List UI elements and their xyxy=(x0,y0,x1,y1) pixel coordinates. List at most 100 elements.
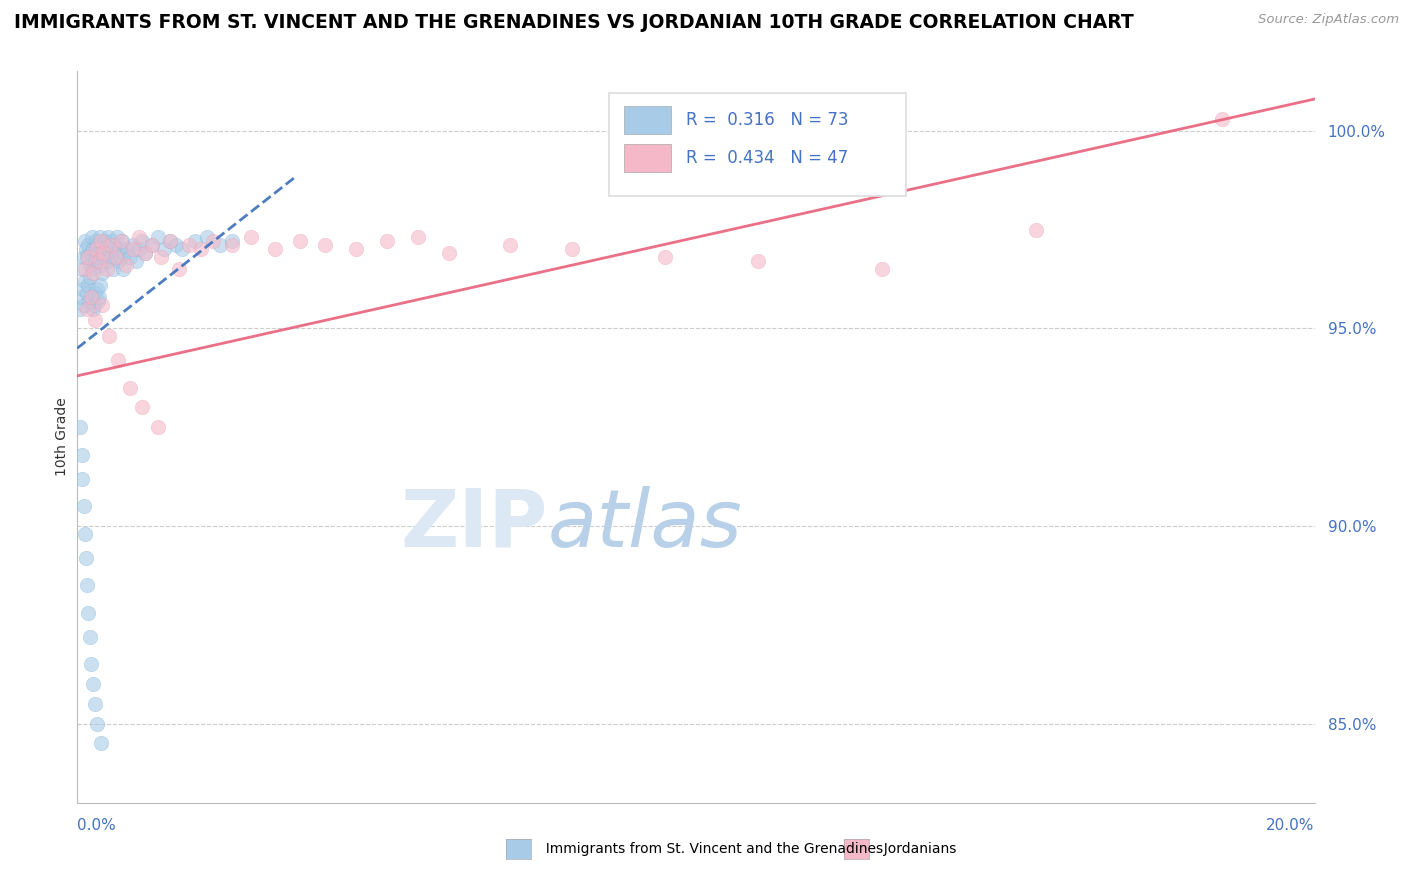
Point xyxy=(208,238,231,252)
Point xyxy=(104,246,127,260)
Point xyxy=(499,238,522,252)
Point xyxy=(314,238,336,252)
Point xyxy=(84,235,107,249)
Text: Immigrants from St. Vincent and the Grenadines: Immigrants from St. Vincent and the Gren… xyxy=(537,842,883,856)
Point xyxy=(107,353,129,368)
Y-axis label: 10th Grade: 10th Grade xyxy=(55,398,69,476)
Point xyxy=(177,238,200,252)
Point xyxy=(80,657,103,672)
Point xyxy=(82,230,104,244)
Point xyxy=(80,246,103,260)
Point xyxy=(141,238,163,252)
Point xyxy=(375,235,398,249)
FancyBboxPatch shape xyxy=(624,106,671,134)
Point xyxy=(86,238,108,252)
FancyBboxPatch shape xyxy=(624,145,671,172)
Point xyxy=(69,420,91,434)
Point xyxy=(1025,222,1047,236)
Point xyxy=(94,246,117,260)
Point xyxy=(72,250,94,264)
Point xyxy=(169,262,191,277)
Point xyxy=(112,246,135,260)
Point xyxy=(221,235,243,249)
Point xyxy=(221,238,243,252)
Point xyxy=(107,254,129,268)
Point xyxy=(91,266,114,280)
Point xyxy=(93,235,115,249)
Point xyxy=(172,242,194,256)
Point xyxy=(77,293,100,308)
Point xyxy=(70,290,93,304)
Point xyxy=(91,298,114,312)
Point xyxy=(118,250,141,264)
Point xyxy=(202,235,225,249)
Point xyxy=(72,500,94,514)
Point xyxy=(97,254,120,268)
Point xyxy=(79,258,101,272)
Point xyxy=(73,235,96,249)
Point xyxy=(87,254,110,268)
Point xyxy=(80,290,103,304)
Point xyxy=(561,242,583,256)
Point xyxy=(103,262,125,277)
Text: R =  0.434   N = 47: R = 0.434 N = 47 xyxy=(686,149,848,167)
Point xyxy=(190,242,212,256)
Point xyxy=(128,242,150,256)
Point xyxy=(83,313,105,327)
Point xyxy=(141,238,163,252)
Point xyxy=(437,246,460,260)
Point xyxy=(91,250,114,264)
Point xyxy=(80,290,103,304)
Point xyxy=(153,242,176,256)
Point xyxy=(128,230,150,244)
Point xyxy=(111,235,134,249)
Point xyxy=(101,235,124,249)
Point xyxy=(76,301,98,316)
Point xyxy=(87,246,110,260)
Point xyxy=(83,298,105,312)
Point xyxy=(90,258,112,272)
Point xyxy=(77,250,100,264)
Point xyxy=(131,401,153,415)
Point xyxy=(125,254,148,268)
Point xyxy=(79,269,101,284)
Point xyxy=(105,230,128,244)
Point xyxy=(76,578,98,592)
Point xyxy=(82,262,104,277)
Point xyxy=(72,262,94,277)
Point xyxy=(165,238,187,252)
Point xyxy=(159,235,181,249)
Point xyxy=(115,242,138,256)
Point xyxy=(75,242,97,256)
Point xyxy=(112,262,135,277)
Point xyxy=(79,630,101,644)
Point xyxy=(83,697,105,711)
Text: atlas: atlas xyxy=(547,486,742,564)
Text: 20.0%: 20.0% xyxy=(1267,818,1315,832)
Point xyxy=(110,250,132,264)
Point xyxy=(73,298,96,312)
Point xyxy=(110,235,132,249)
Point xyxy=(122,238,145,252)
Point xyxy=(1211,112,1233,126)
Point xyxy=(73,262,96,277)
Point xyxy=(87,290,110,304)
Point xyxy=(83,254,105,268)
Point xyxy=(288,235,311,249)
Point xyxy=(86,716,108,731)
Point xyxy=(100,238,122,252)
Point xyxy=(149,250,172,264)
Point xyxy=(239,230,262,244)
Point xyxy=(76,285,98,300)
Point xyxy=(747,254,769,268)
Point xyxy=(91,242,114,256)
Point xyxy=(82,242,104,256)
Point xyxy=(75,274,97,288)
Point xyxy=(70,448,93,462)
Point xyxy=(146,420,169,434)
Text: IMMIGRANTS FROM ST. VINCENT AND THE GRENADINES VS JORDANIAN 10TH GRADE CORRELATI: IMMIGRANTS FROM ST. VINCENT AND THE GREN… xyxy=(14,13,1133,32)
Point xyxy=(264,242,287,256)
Point xyxy=(72,282,94,296)
Point xyxy=(134,246,156,260)
Point xyxy=(114,258,136,272)
